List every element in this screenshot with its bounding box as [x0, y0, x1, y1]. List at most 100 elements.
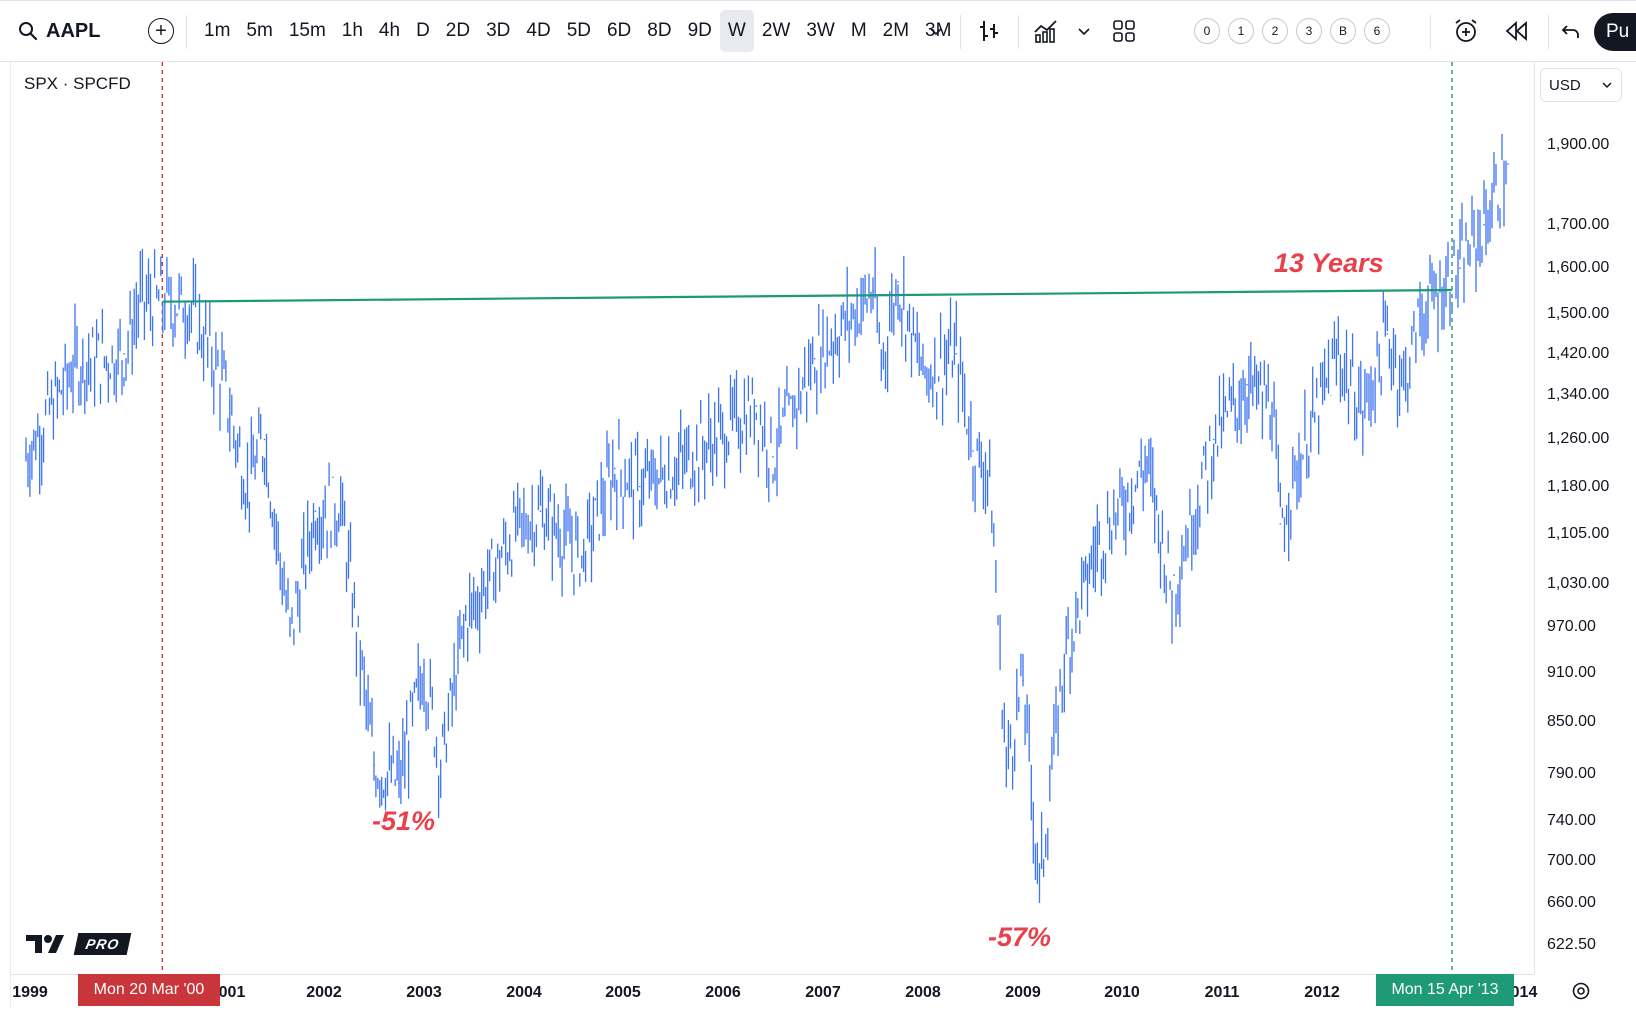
price-scale-label: 1,900.00 — [1547, 136, 1610, 153]
price-point — [373, 764, 375, 766]
price-point — [1402, 383, 1405, 386]
symbol-name: AAPL — [46, 19, 101, 42]
undo-button[interactable] — [1560, 1, 1582, 61]
interval-4d-button[interactable]: 4D — [526, 20, 551, 41]
interval-2d-button[interactable]: 2D — [445, 20, 471, 41]
price-point — [263, 438, 266, 441]
time-scale-label: 2003 — [406, 984, 442, 1001]
price-point — [1386, 333, 1389, 335]
price-point — [398, 782, 400, 785]
price-point — [289, 633, 291, 636]
price-point — [1483, 223, 1485, 226]
interval-dropdown-button[interactable] — [928, 1, 944, 61]
interval-m-button[interactable]: M — [850, 20, 867, 41]
compare-symbol-button[interactable]: + — [148, 1, 174, 61]
start-date-marker: Mon 20 Mar '00 — [78, 974, 220, 1006]
interval-3m-button[interactable]: 3M — [925, 20, 952, 41]
time-scale-label: 2006 — [705, 984, 741, 1001]
price-scale-label: 850.00 — [1547, 712, 1596, 730]
interval-w-button[interactable]: W — [719, 10, 754, 52]
chevron-down-icon — [1602, 82, 1612, 89]
price-point — [922, 373, 924, 376]
price-series — [25, 134, 1507, 903]
interval-5d-button[interactable]: 5D — [566, 20, 591, 41]
layout-badge-3[interactable]: 3 — [1296, 18, 1322, 44]
interval-1m-button[interactable]: 1m — [204, 20, 231, 41]
price-point — [423, 664, 425, 666]
toolbar-divider — [960, 15, 961, 49]
layout-badge-1[interactable]: 1 — [1228, 18, 1254, 44]
price-point — [872, 290, 874, 292]
interval-4h-button[interactable]: 4h — [378, 20, 401, 41]
price-point — [514, 529, 517, 532]
price-scale-label: 660.00 — [1547, 894, 1596, 912]
currency-select[interactable]: USD — [1540, 68, 1622, 102]
price-scale-label: 622.50 — [1547, 936, 1596, 953]
chevron-down-icon — [930, 28, 942, 36]
interval-3d-button[interactable]: 3D — [486, 20, 511, 41]
price-point — [464, 618, 467, 621]
publish-button[interactable]: Pu — [1594, 13, 1636, 51]
interval-2m-button[interactable]: 2M — [882, 20, 910, 41]
interval-2w-button[interactable]: 2W — [761, 20, 791, 41]
price-point — [1096, 542, 1099, 545]
price-point — [1022, 679, 1024, 682]
layout-grid-button[interactable] — [1112, 1, 1136, 61]
layout-badge-6[interactable]: 6 — [1364, 18, 1390, 44]
tv-logo-icon — [26, 935, 64, 953]
price-point — [1459, 267, 1461, 270]
price-point — [221, 378, 223, 381]
price-scale-label: 1,180.00 — [1547, 477, 1610, 495]
chart-pane[interactable] — [10, 62, 1631, 1008]
time-scale-label: 1999 — [12, 984, 48, 1001]
interval-8d-button[interactable]: 8D — [647, 20, 672, 41]
interval-5m-button[interactable]: 5m — [246, 20, 273, 41]
price-point — [1337, 353, 1340, 355]
price-point — [830, 338, 833, 340]
price-point — [955, 353, 958, 355]
drawdown-label-2009: -57% — [988, 922, 1052, 952]
toolbar-divider — [1430, 15, 1431, 49]
interval-3w-button[interactable]: 3W — [806, 20, 835, 41]
interval-d-button[interactable]: D — [416, 20, 430, 41]
rewind-icon — [1505, 20, 1527, 42]
interval-6d-button[interactable]: 6D — [606, 20, 632, 41]
settings-gear-icon[interactable] — [1570, 980, 1592, 1002]
price-point — [1038, 885, 1041, 887]
interval-15m-button[interactable]: 15m — [288, 20, 326, 41]
time-scale-label: 2002 — [306, 984, 342, 1001]
price-point — [1146, 461, 1148, 464]
time-scale-label: 001 — [218, 984, 246, 1001]
drawdown-label-2002: -51% — [372, 806, 436, 836]
chart-type-button[interactable] — [976, 1, 1002, 61]
price-point — [972, 450, 974, 452]
interval-9d-button[interactable]: 9D — [687, 20, 712, 41]
alert-button[interactable] — [1452, 1, 1480, 61]
indicators-button[interactable] — [1032, 1, 1060, 61]
replay-button[interactable] — [1504, 1, 1530, 61]
price-point — [1271, 405, 1273, 407]
time-scale-label: 2004 — [506, 984, 542, 1001]
toolbar-divider — [186, 15, 187, 49]
duration-label: 13 Years — [1274, 248, 1384, 278]
logo-pro-text: PRO — [73, 933, 132, 955]
price-point — [74, 363, 76, 365]
price-point — [314, 510, 317, 512]
symbol-search[interactable]: AAPL — [18, 1, 100, 61]
interval-1h-button[interactable]: 1h — [341, 20, 363, 41]
price-scale-label: 700.00 — [1547, 851, 1596, 869]
indicators-dropdown-button[interactable] — [1076, 1, 1092, 61]
layout-badge-b[interactable]: B — [1330, 18, 1356, 44]
price-point — [1063, 656, 1066, 658]
time-scale-label: 014 — [1510, 984, 1538, 1001]
resistance-trend-line — [162, 288, 1453, 303]
price-scale-label: 1,500.00 — [1547, 305, 1610, 323]
layout-badge-2[interactable]: 2 — [1262, 18, 1288, 44]
chart-toolbar: AAPL + 1m 5m 15m 1h 4h D 2D 3D 4D 5D 6D 8D 9D W 2W 3W M 2… — [0, 0, 1636, 62]
price-point — [439, 764, 442, 766]
symbol-legend[interactable]: SPX · SPCFD — [24, 74, 131, 93]
layout-badge-0[interactable]: 0 — [1194, 18, 1220, 44]
price-point — [988, 473, 991, 476]
